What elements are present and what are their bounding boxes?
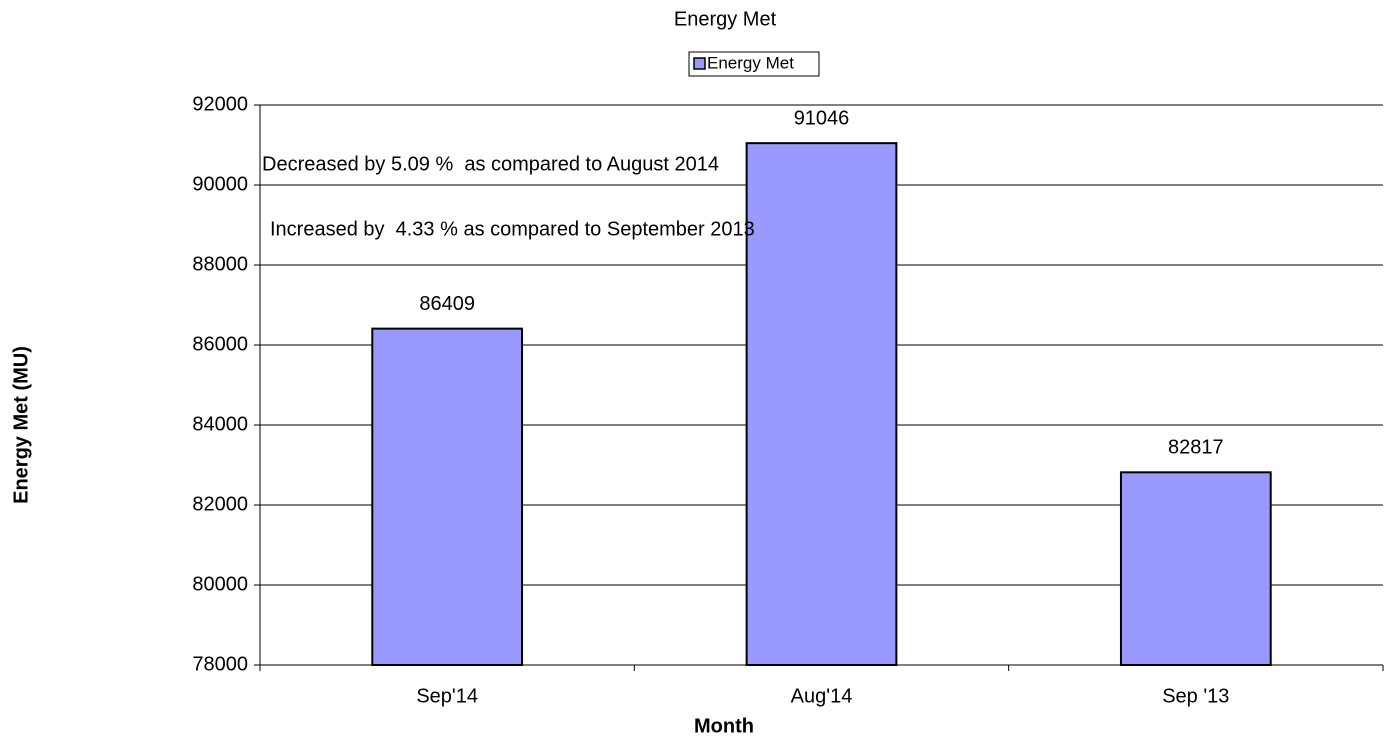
- data-label: 91046: [794, 107, 850, 129]
- data-label: 86409: [419, 293, 475, 315]
- y-tick-label: 86000: [192, 333, 248, 355]
- y-tick-label: 92000: [192, 93, 248, 115]
- annotation: Decreased by 5.09 % as compared to Augus…: [262, 153, 719, 175]
- data-label: 82817: [1168, 437, 1224, 459]
- y-tick-label: 82000: [192, 493, 248, 515]
- bar: [745, 142, 898, 667]
- y-tick-label: 88000: [192, 253, 248, 275]
- x-tick-label: Aug'14: [791, 685, 853, 707]
- y-tick-label: 80000: [192, 573, 248, 595]
- y-axis-label: Energy Met (MU): [10, 346, 32, 504]
- y-tick-label: 90000: [192, 173, 248, 195]
- bar: [371, 327, 524, 666]
- legend-label: Energy Met: [707, 53, 794, 72]
- legend-box: [688, 51, 820, 77]
- annotation: Increased by 4.33 % as compared to Septe…: [270, 218, 755, 240]
- y-tick-label: 78000: [192, 653, 248, 675]
- x-tick-label: Sep'14: [416, 685, 478, 707]
- x-tick-label: Sep '13: [1162, 685, 1229, 707]
- bar: [1119, 471, 1272, 666]
- chart-title: Energy Met: [674, 8, 777, 30]
- x-axis-label: Month: [694, 715, 754, 737]
- legend-swatch: [693, 57, 706, 70]
- y-tick-label: 84000: [192, 413, 248, 435]
